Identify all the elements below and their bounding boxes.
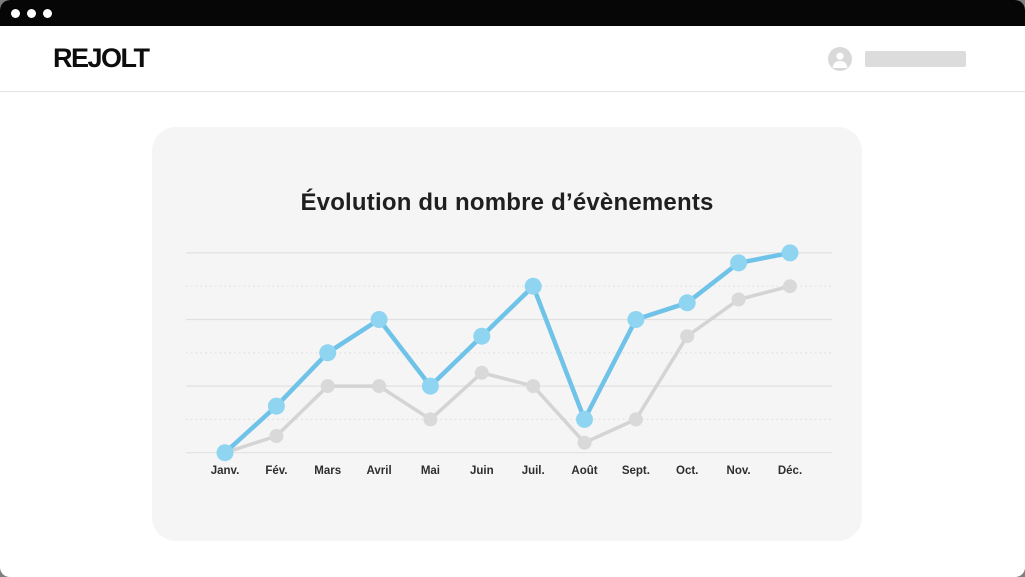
data-point-gray-series <box>526 379 541 394</box>
page-content: Évolution du nombre d’évènements Janv. Fé… <box>0 92 1025 576</box>
data-point-blue-series <box>421 377 439 395</box>
x-axis-label: Juil. <box>522 465 545 477</box>
window-control-dot[interactable] <box>27 8 36 18</box>
data-point-blue-series <box>370 311 388 328</box>
data-point-blue-series <box>524 277 542 295</box>
data-point-gray-series <box>783 279 797 294</box>
data-point-gray-series <box>269 429 284 443</box>
x-axis-label: Mars <box>314 465 341 477</box>
data-point-blue-series <box>678 294 696 312</box>
data-point-blue-series <box>473 327 491 345</box>
user-avatar[interactable] <box>828 46 852 71</box>
app-header: REJOLT <box>0 26 1025 92</box>
data-point-blue-series <box>267 397 285 415</box>
data-point-gray-series <box>628 412 643 427</box>
data-point-blue-series <box>319 344 337 362</box>
username-placeholder-bar <box>865 50 966 67</box>
line-chart: Janv. Fév. Mars Avril Mai Juin Juil. Août Sept. O… <box>180 238 840 488</box>
data-point-blue-series <box>216 444 234 462</box>
x-axis-label: Mai <box>421 465 440 477</box>
x-axis-label: Janv. <box>211 465 240 477</box>
x-axis-label: Juin <box>470 465 494 477</box>
series-line-gray-series <box>223 284 792 455</box>
user-area <box>828 46 966 71</box>
data-point-blue-series <box>730 254 748 272</box>
data-point-gray-series <box>320 379 335 394</box>
window-control-dot[interactable] <box>11 8 20 18</box>
series-line-blue-series <box>222 250 793 455</box>
x-axis-label: Déc. <box>778 465 802 477</box>
window-titlebar <box>0 0 1025 26</box>
data-point-blue-series <box>627 311 645 328</box>
x-axis-label: Fév. <box>265 465 287 477</box>
data-point-gray-series <box>577 435 592 450</box>
x-axis-label: Août <box>571 465 597 477</box>
x-axis-label: Sept. <box>622 465 650 477</box>
data-point-gray-series <box>474 365 489 380</box>
data-point-gray-series <box>372 379 387 394</box>
data-point-gray-series <box>423 412 438 427</box>
x-axis-label: Oct. <box>676 465 698 477</box>
data-point-blue-series <box>781 244 799 262</box>
user-icon <box>832 52 848 68</box>
chart-title: Évolution du nombre d’évènements <box>300 189 714 216</box>
data-point-gray-series <box>680 329 695 344</box>
window-control-dot[interactable] <box>43 8 52 18</box>
rejolt-logo: REJOLT <box>53 43 150 73</box>
chart-card: Évolution du nombre d’évènements Janv. Fé… <box>152 127 862 541</box>
data-point-gray-series <box>731 292 746 307</box>
x-axis-label: Avril <box>367 465 392 477</box>
data-point-blue-series <box>576 410 593 428</box>
line-chart-svg: Janv. Fév. Mars Avril Mai Juin Juil. Août Sept. O… <box>186 244 832 477</box>
x-axis-label: Nov. <box>727 465 751 477</box>
